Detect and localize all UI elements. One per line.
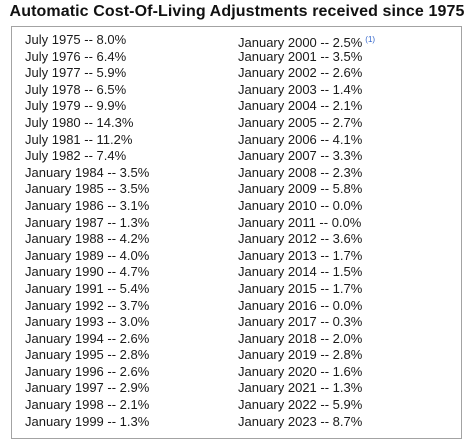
table-row-text: January 2000 -- 2.5% [238,35,363,50]
table-row: January 2015 -- 1.7% [238,280,363,296]
table-row: January 2011 -- 0.0% [238,214,362,230]
table-row: January 2020 -- 1.6% [238,363,363,379]
table-row: January 2005 -- 2.7% [238,114,363,130]
table-row: January 1999 -- 1.3% [25,413,150,429]
table-row: January 2007 -- 3.3% [238,148,363,164]
table-row: January 2012 -- 3.6% [238,231,363,247]
table-row: January 1992 -- 3.7% [25,297,150,313]
table-row: January 2019 -- 2.8% [238,347,363,363]
table-row: January 2001 -- 3.5% [238,48,363,64]
table-row: July 1976 -- 6.4% [25,48,127,64]
table-row: January 2021 -- 1.3% [238,380,363,396]
table-row: January 2018 -- 2.0% [238,330,363,346]
table-row: January 2009 -- 5.8% [238,181,363,197]
table-row: January 1986 -- 3.1% [25,197,150,213]
table-row: January 1984 -- 3.5% [25,164,150,180]
page-title: Automatic Cost-Of-Living Adjustments rec… [9,3,465,20]
table-row: July 1982 -- 7.4% [25,148,127,164]
table-row: January 2013 -- 1.7% [238,247,363,263]
table-row: January 1993 -- 3.0% [25,314,150,330]
table-row: January 1998 -- 2.1% [25,397,150,413]
footnote-link[interactable]: (1) [365,35,376,44]
table-row: July 1977 -- 5.9% [25,65,127,81]
table-row: January 1987 -- 1.3% [25,214,150,230]
table-row: July 1979 -- 9.9% [25,98,127,114]
table-row: July 1978 -- 6.5% [25,81,127,97]
table-row: January 2017 -- 0.3% [238,314,363,330]
table-row: January 1994 -- 2.6% [25,330,150,346]
table-row: July 1981 -- 11.2% [25,131,133,147]
table-row: January 2023 -- 8.7% [238,413,363,429]
table-row: January 2002 -- 2.6% [238,65,363,81]
right-column: January 2000 -- 2.5% (1) January 2001 -- … [238,32,375,430]
table-row: January 2008 -- 2.3% [238,164,363,180]
table-row: January 1988 -- 4.2% [25,231,150,247]
table-row: January 2010 -- 0.0% [238,197,363,213]
left-column: July 1975 -- 8.0% July 1976 -- 6.4% July… [25,32,149,430]
table-row: January 2004 -- 2.1% [238,98,363,114]
table-row: January 1995 -- 2.8% [25,347,150,363]
table-row: January 1991 -- 5.4% [25,280,150,296]
table-row: January 1990 -- 4.7% [25,264,150,280]
table-row: January 1985 -- 3.5% [25,181,150,197]
table-row: July 1975 -- 8.0% [25,32,127,47]
table-row: January 2006 -- 4.1% [238,131,363,147]
table-row: January 2014 -- 1.5% [238,264,363,280]
table-row: January 2022 -- 5.9% [238,397,363,413]
table-row: July 1980 -- 14.3% [25,114,134,130]
table-row: January 2016 -- 0.0% [238,297,363,313]
table-row: January 1996 -- 2.6% [25,363,150,379]
table-row: January 2003 -- 1.4% [238,81,363,97]
table-row: January 1989 -- 4.0% [25,247,150,263]
table-row: January 1997 -- 2.9% [25,380,150,396]
cola-table: July 1975 -- 8.0% July 1976 -- 6.4% July… [11,26,462,439]
table-row-with-footnote: January 2000 -- 2.5% (1) [238,32,376,50]
